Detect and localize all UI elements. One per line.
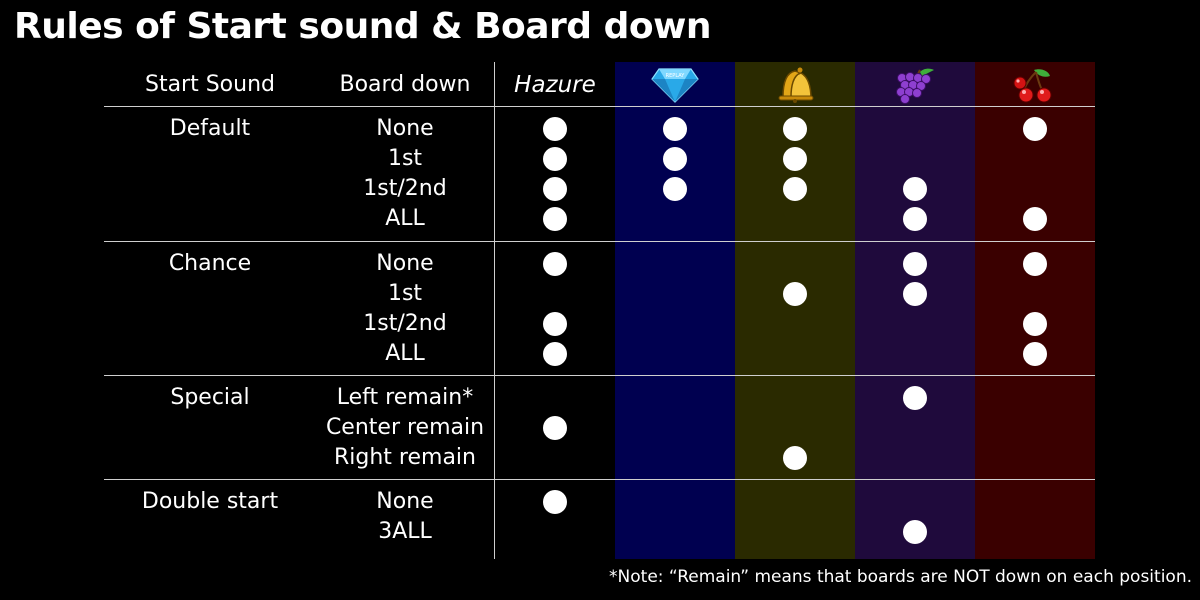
footnote: *Note: “Remain” means that boards are NO… <box>609 567 1192 587</box>
board-label: Right remain <box>334 445 476 470</box>
mark-dot-replay-diamond <box>663 147 687 171</box>
replay-column-bg <box>615 62 735 559</box>
mark-dot-hazure <box>543 117 567 141</box>
header-hazure: Hazure <box>514 72 596 98</box>
mark-dot-hazure <box>543 416 567 440</box>
mark-dot-hazure <box>543 312 567 336</box>
replay-diamond-icon: REPLAY <box>615 66 735 104</box>
mark-dot-cherry <box>1023 342 1047 366</box>
mark-dot-hazure <box>543 207 567 231</box>
board-label: Center remain <box>325 415 485 440</box>
mark-dot-bell <box>783 282 807 306</box>
board-label: None <box>376 116 434 141</box>
label-column-divider <box>494 62 495 559</box>
cherry-icon <box>975 66 1095 104</box>
mark-dot-grape <box>903 177 927 201</box>
grape-icon <box>855 66 975 104</box>
board-label: 1st/2nd <box>363 176 447 201</box>
bell-column-bg <box>735 62 855 559</box>
mark-dot-cherry <box>1023 207 1047 231</box>
mark-dot-grape <box>903 386 927 410</box>
board-label: 1st/2nd <box>363 311 447 336</box>
mark-dot-hazure <box>543 490 567 514</box>
category-special: Special <box>170 385 250 410</box>
board-label: ALL <box>385 341 425 366</box>
mark-dot-bell <box>783 117 807 141</box>
mark-dot-cherry <box>1023 117 1047 141</box>
replay-label: REPLAY <box>666 73 686 79</box>
cherry-column-bg <box>975 62 1095 559</box>
mark-dot-bell <box>783 446 807 470</box>
category-chance: Chance <box>168 251 252 276</box>
bell-icon <box>735 66 855 104</box>
board-label: 1st <box>387 281 423 306</box>
board-label: 1st <box>387 146 423 171</box>
board-label: 3ALL <box>378 519 432 544</box>
mark-dot-bell <box>783 177 807 201</box>
board-label: Left remain* <box>336 385 474 410</box>
group-divider-2 <box>104 375 1095 376</box>
mark-dot-bell <box>783 147 807 171</box>
mark-dot-grape <box>903 252 927 276</box>
group-divider-3 <box>104 479 1095 480</box>
page-title: Rules of Start sound & Board down <box>14 6 711 47</box>
category-double-start: Double start <box>141 489 279 514</box>
mark-dot-grape <box>903 282 927 306</box>
mark-dot-hazure <box>543 177 567 201</box>
mark-dot-hazure <box>543 252 567 276</box>
board-label: ALL <box>385 206 425 231</box>
board-label: None <box>376 251 434 276</box>
grape-column-bg <box>855 62 975 559</box>
mark-dot-grape <box>903 207 927 231</box>
header-start-sound: Start Sound <box>144 72 275 97</box>
board-label: None <box>376 489 434 514</box>
header-divider <box>104 106 1095 107</box>
mark-dot-grape <box>903 520 927 544</box>
category-default: Default <box>169 116 251 141</box>
mark-dot-cherry <box>1023 252 1047 276</box>
mark-dot-hazure <box>543 147 567 171</box>
group-divider-1 <box>104 241 1095 242</box>
mark-dot-replay-diamond <box>663 177 687 201</box>
mark-dot-replay-diamond <box>663 117 687 141</box>
mark-dot-hazure <box>543 342 567 366</box>
mark-dot-cherry <box>1023 312 1047 336</box>
header-board-down: Board down <box>339 72 471 97</box>
